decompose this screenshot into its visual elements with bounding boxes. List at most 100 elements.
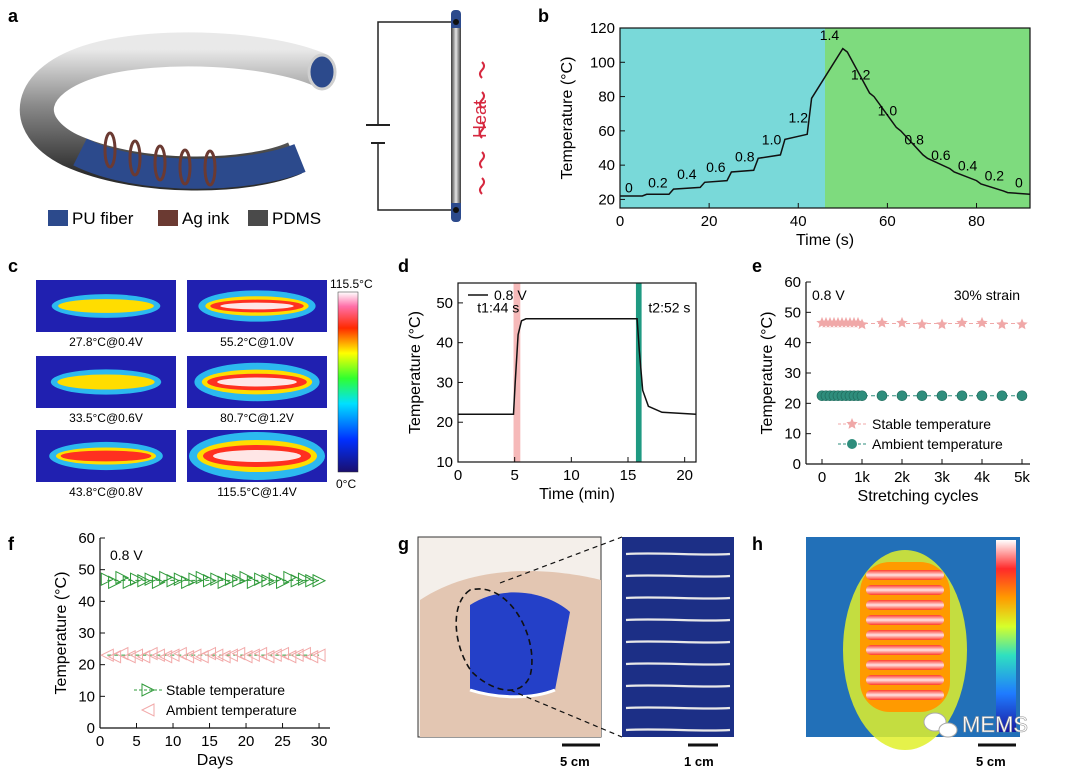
legend-label: 0.8 V	[494, 287, 527, 303]
stable-triangle-marker	[283, 570, 297, 585]
y-tick-label: 40	[784, 335, 801, 352]
thermal-image-3	[36, 356, 176, 408]
stable-triangle-marker	[261, 573, 276, 588]
heating-stripe	[866, 585, 944, 595]
thermal-hot	[60, 450, 152, 462]
thermal-image-5	[36, 430, 176, 482]
x-axis-label: Days	[197, 752, 233, 769]
y-tick-label: 20	[436, 414, 453, 431]
stable-triangle-marker	[151, 575, 166, 590]
ambient-triangle-marker	[297, 646, 311, 661]
panel-letter-h: h	[752, 534, 763, 554]
time-band	[513, 283, 521, 462]
voltage-annotation: 1.0	[762, 132, 782, 148]
ambient-triangle-marker	[311, 648, 326, 662]
x-tick-label: 2k	[894, 469, 910, 486]
x-tick-label: 40	[790, 213, 807, 230]
y-tick-label: 80	[598, 89, 615, 106]
y-tick-label: 20	[784, 395, 801, 412]
y-tick-label: 20	[598, 191, 615, 208]
voltage-annotation: 0.4	[677, 166, 697, 182]
legend-label-pu-fiber: PU fiber	[72, 209, 134, 228]
temperature-line	[620, 47, 1031, 197]
knee-photo	[417, 536, 602, 738]
x-tick-label: 10	[563, 467, 580, 484]
x-tick-label: 20	[238, 733, 255, 750]
stable-triangle-marker	[254, 572, 268, 586]
stable-triangle-marker	[137, 573, 151, 588]
heating-stripe	[866, 690, 944, 700]
background-region	[620, 28, 825, 208]
x-tick-label: 25	[274, 733, 291, 750]
stable-triangle-marker	[297, 572, 312, 586]
x-tick-label: 10	[165, 733, 182, 750]
y-tick-label: 20	[78, 657, 95, 674]
ambient-triangle-marker	[246, 648, 260, 662]
thermal-image-6	[187, 430, 327, 482]
y-tick-label: 40	[598, 157, 615, 174]
x-tick-label: 5	[510, 467, 518, 484]
y-tick-label: 10	[436, 454, 453, 471]
stable-triangle-marker	[312, 573, 327, 588]
x-tick-label: 3k	[934, 469, 950, 486]
x-tick-label: 15	[201, 733, 218, 750]
ambient-triangle-marker	[122, 649, 136, 664]
thermal-caption: 80.7°C@1.2V	[220, 411, 294, 425]
stable-star-marker	[936, 318, 948, 330]
panel-letter-d: d	[398, 256, 409, 276]
voltage-annotation: 0.2	[985, 168, 1005, 184]
chart-f: 0 5 10 15 20 25 30 0 10 20 30 40 50 60 Days Temperature…	[53, 530, 330, 769]
y-tick-label: 50	[78, 562, 95, 579]
stable-triangle-marker	[100, 572, 115, 586]
ambient-triangle-marker	[173, 646, 187, 661]
stable-triangle-marker	[144, 572, 159, 586]
thermal-core	[220, 302, 294, 310]
watermark-text: MEMS	[962, 712, 1028, 737]
x-tick-label: 0	[616, 213, 624, 230]
stable-star-marker	[996, 318, 1008, 330]
ambient-triangle-marker	[238, 649, 253, 664]
stable-star-marker	[876, 316, 888, 328]
strain-annotation: 30% strain	[954, 287, 1020, 303]
ambient-triangle-marker	[143, 646, 158, 661]
zoom-guide-line	[509, 689, 623, 738]
heating-stripe	[866, 630, 944, 640]
y-tick-label: 30	[436, 374, 453, 391]
stable-triangle-marker	[195, 570, 210, 585]
x-tick-label: 4k	[974, 469, 990, 486]
ambient-triangle-marker	[282, 649, 297, 664]
ring-fiber-illustration	[19, 32, 337, 191]
thermal-image-1	[36, 280, 176, 332]
ambient-triangle-marker	[100, 648, 114, 662]
voltage-annotation: 0.8 V	[812, 287, 845, 303]
ambient-triangle-marker	[224, 648, 238, 662]
x-tick-label: 5k	[1014, 469, 1030, 486]
stable-triangle-marker	[239, 570, 254, 585]
stable-triangle-marker	[246, 575, 261, 590]
colorbar-c	[337, 291, 359, 473]
legend-swatch-pu-fiber	[48, 210, 68, 226]
scale-label-h: 5 cm	[976, 754, 1006, 769]
stable-triangle-marker	[203, 573, 217, 588]
background-region	[825, 28, 1030, 208]
panel-letter-b: b	[538, 6, 549, 26]
stable-triangle-marker	[159, 570, 173, 585]
thermal-core	[217, 377, 297, 387]
x-axis-label: Time (s)	[796, 232, 854, 249]
ambient-circle-marker	[876, 390, 888, 402]
stable-star-marker	[916, 318, 928, 330]
conductive-stripe	[625, 706, 731, 710]
stable-triangle-marker	[290, 573, 305, 588]
y-tick-label: 40	[436, 335, 453, 352]
voltage-annotation: 0.8 V	[110, 547, 143, 563]
voltage-annotation: 0.8	[904, 132, 924, 148]
conductive-stripe	[625, 618, 731, 622]
x-tick-label: 0	[454, 467, 462, 484]
y-tick-label: 50	[784, 304, 801, 321]
stable-triangle-marker	[108, 575, 122, 590]
y-tick-label: 30	[78, 625, 95, 642]
zoom-guide-line	[499, 536, 623, 584]
heating-stripe	[866, 645, 944, 655]
thermal-core	[213, 450, 301, 462]
